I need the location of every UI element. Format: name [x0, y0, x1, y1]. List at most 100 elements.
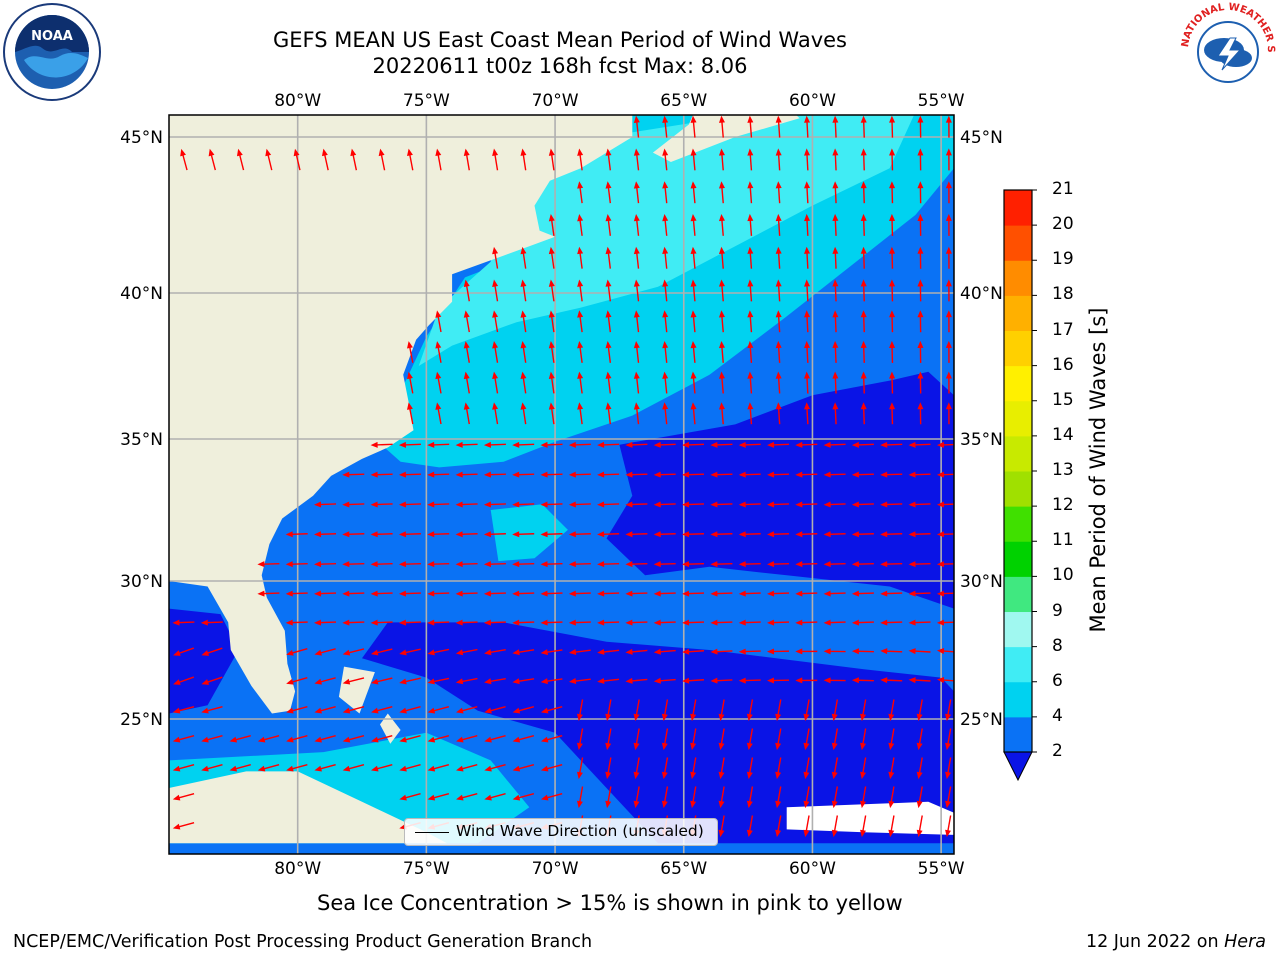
wave-direction-arrow — [435, 148, 442, 171]
wave-direction-arrow — [851, 531, 874, 538]
wave-direction-arrow — [710, 531, 733, 538]
wave-direction-arrow — [775, 213, 782, 236]
colorbar-segment — [1004, 225, 1032, 261]
wave-direction-arrow — [321, 148, 329, 171]
wave-direction-arrow — [427, 531, 450, 538]
wave-direction-arrow — [633, 340, 640, 363]
wave-direction-arrow — [520, 279, 527, 302]
lon-tick-bottom: 60°W — [789, 859, 836, 879]
wave-direction-arrow — [936, 677, 954, 684]
wave-direction-arrow — [653, 590, 676, 597]
wave-direction-arrow — [577, 214, 584, 236]
wave-direction-arrow — [804, 246, 811, 269]
wave-direction-arrow — [597, 590, 620, 597]
colorbar-tick-label: 15 — [1052, 389, 1074, 410]
wave-direction-arrow — [398, 471, 421, 478]
wave-direction-arrow — [520, 148, 527, 171]
wave-direction-arrow — [738, 501, 761, 508]
wave-direction-arrow — [662, 115, 669, 138]
wave-direction-arrow — [286, 676, 308, 685]
wave-direction-arrow — [568, 590, 591, 597]
wave-direction-arrow — [945, 279, 952, 302]
wave-direction-arrow — [718, 115, 725, 138]
wave-direction-arrow — [738, 471, 761, 478]
colorbar-tick-label: 14 — [1052, 424, 1074, 445]
wave-direction-arrow — [370, 677, 393, 685]
wave-direction-arrow — [512, 471, 535, 478]
wave-direction-arrow — [653, 471, 676, 478]
wave-direction-arrow — [718, 279, 725, 302]
wave-direction-arrow — [633, 181, 640, 204]
wave-direction-arrow — [520, 341, 527, 363]
wave-direction-arrow — [945, 699, 952, 722]
wave-direction-arrow — [945, 148, 952, 171]
colorbar-tick-label: 17 — [1052, 319, 1074, 340]
wave-direction-arrow — [512, 706, 535, 714]
wave-direction-arrow — [483, 441, 506, 448]
wave-direction-arrow — [718, 728, 725, 751]
wave-direction-arrow — [775, 815, 782, 838]
wave-direction-arrow — [662, 340, 669, 363]
wave-direction-arrow — [916, 786, 923, 809]
wave-direction-arrow — [483, 561, 506, 568]
wave-direction-arrow — [540, 531, 563, 538]
wave-direction-arrow — [832, 340, 839, 363]
wave-direction-arrow — [718, 213, 725, 236]
wave-direction-arrow — [201, 764, 223, 772]
wave-direction-arrow — [597, 441, 620, 448]
wave-direction-arrow — [370, 501, 393, 508]
wave-direction-arrow — [201, 706, 223, 714]
wave-direction-arrow — [342, 764, 365, 772]
wave-direction-arrow — [172, 764, 195, 772]
wave-direction-arrow — [342, 561, 365, 568]
colorbar-tick-label: 12 — [1052, 495, 1074, 516]
wave-direction-arrow — [889, 402, 896, 425]
wave-direction-arrow — [682, 531, 705, 538]
map-legend: Wind Wave Direction (unscaled) — [404, 818, 718, 846]
wave-direction-arrow — [512, 501, 535, 508]
wave-direction-arrow — [917, 402, 924, 425]
wave-direction-arrow — [803, 815, 810, 838]
footer-credit: NCEP/EMC/Verification Post Processing Pr… — [13, 932, 593, 952]
colorbar-segment — [1004, 471, 1032, 507]
wave-direction-arrow — [945, 310, 952, 333]
wave-direction-arrow — [286, 706, 308, 714]
wave-direction-arrow — [880, 561, 903, 568]
wave-direction-arrow — [173, 676, 195, 685]
wave-direction-arrow — [718, 181, 725, 204]
colorbar-segment — [1004, 260, 1032, 296]
wave-direction-arrow — [747, 246, 754, 269]
wave-direction-arrow — [908, 531, 931, 538]
wave-direction-arrow — [710, 441, 733, 448]
wave-direction-arrow — [483, 531, 506, 538]
wave-direction-arrow — [795, 501, 818, 508]
wave-direction-arrow — [936, 590, 954, 597]
wave-direction-arrow — [208, 148, 217, 171]
wave-direction-arrow — [180, 148, 188, 171]
wave-direction-arrow — [860, 246, 867, 269]
wave-direction-arrow — [371, 706, 393, 714]
wave-direction-arrow — [577, 279, 584, 302]
lat-tick-left: 45°N — [120, 128, 163, 148]
wind-wave-arrows — [172, 115, 954, 838]
wave-direction-arrow — [803, 728, 810, 751]
wave-direction-arrow — [456, 706, 478, 714]
wave-direction-arrow — [548, 341, 555, 363]
wave-direction-arrow — [945, 181, 952, 204]
wave-direction-arrow — [747, 310, 754, 333]
no-data-patch — [786, 801, 954, 835]
wave-direction-arrow — [633, 213, 640, 236]
wave-direction-arrow — [860, 340, 867, 363]
wave-direction-arrow — [738, 677, 761, 684]
wave-direction-arrow — [577, 371, 584, 394]
wave-direction-arrow — [605, 699, 612, 722]
wave-direction-arrow — [775, 402, 782, 425]
colorbar-extend-min — [1003, 751, 1033, 782]
wave-direction-arrow — [633, 115, 640, 138]
wave-direction-arrow — [435, 310, 442, 333]
wave-direction-arrow — [605, 340, 612, 363]
wave-direction-arrow — [936, 561, 954, 568]
wave-direction-arrow — [832, 279, 839, 302]
colorbar-tick-label: 13 — [1052, 460, 1074, 480]
wave-direction-arrow — [625, 471, 648, 478]
